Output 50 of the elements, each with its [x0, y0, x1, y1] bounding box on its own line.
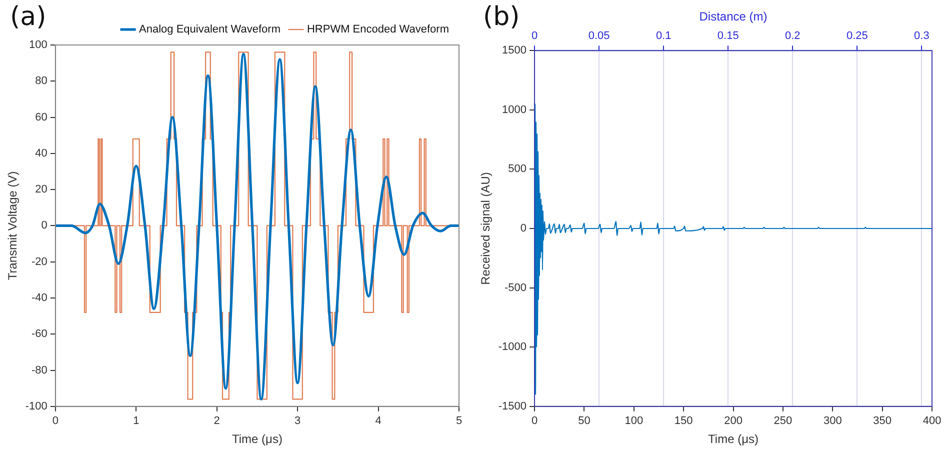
chart-title: (a) — [10, 2, 46, 32]
x2-tick-label: 0.2 — [784, 30, 800, 42]
y-tick-label: -100 — [25, 400, 48, 412]
x-tick-label: 100 — [624, 415, 644, 428]
y-tick-label: 500 — [508, 163, 527, 176]
x-tick-label: 150 — [674, 415, 693, 428]
x2-tick-label: 0 — [531, 30, 538, 42]
y-tick-label: 100 — [29, 39, 48, 52]
x-tick-label: 300 — [823, 415, 842, 428]
x-tick-label: 0 — [531, 415, 538, 428]
x-tick-label: 350 — [873, 415, 892, 428]
x-tick-label: 5 — [456, 415, 462, 428]
x2-axis-title: Distance (m) — [699, 10, 768, 24]
y-tick-label: -20 — [32, 256, 48, 268]
y-tick-label: 1000 — [502, 104, 527, 116]
x-tick-label: 50 — [578, 415, 590, 428]
x-tick-label: 1 — [133, 415, 140, 428]
x2-tick-label: 0.05 — [588, 30, 610, 42]
legend-label: Analog Equivalent Waveform — [139, 24, 280, 36]
y-tick-label: -500 — [504, 282, 527, 294]
y-axis-title: Received signal (AU) — [478, 172, 493, 285]
y-tick-label: -40 — [32, 292, 48, 304]
y-tick-label: 80 — [35, 75, 48, 88]
x2-tick-label: 0.25 — [846, 30, 868, 42]
x-tick-label: 250 — [774, 415, 792, 428]
y-tick-label: 20 — [35, 184, 48, 196]
x-axis-title: Time (μs) — [232, 432, 282, 446]
y-tick-label: -1000 — [498, 341, 527, 354]
y-tick-label: -1500 — [498, 400, 527, 412]
x-tick-label: 4 — [375, 415, 382, 428]
chart-title: (b) — [483, 2, 520, 32]
x2-tick-label: 0.15 — [717, 30, 739, 42]
x2-tick-label: 0.1 — [656, 30, 672, 42]
x-axis-title: Time (μs) — [708, 432, 758, 446]
line-series — [534, 103, 932, 396]
x-tick-label: 2 — [214, 415, 220, 428]
legend-label: HRPWM Encoded Waveform — [306, 24, 450, 36]
y-axis-title: Transmit Voltage (V) — [6, 171, 20, 280]
y-tick-label: 40 — [35, 147, 48, 160]
x-tick-label: 400 — [922, 415, 942, 428]
x-tick-label: 0 — [52, 415, 58, 428]
y-tick-label: 0 — [41, 220, 48, 232]
y-tick-label: 0 — [520, 222, 527, 235]
x-tick-label: 3 — [294, 415, 301, 428]
y-tick-label: -60 — [32, 328, 48, 340]
y-tick-label: 60 — [35, 111, 48, 124]
y-tick-label: -80 — [32, 364, 48, 376]
x-tick-label: 200 — [724, 415, 742, 428]
x2-tick-label: 0.3 — [914, 30, 930, 42]
y-tick-label: 1500 — [502, 44, 527, 57]
